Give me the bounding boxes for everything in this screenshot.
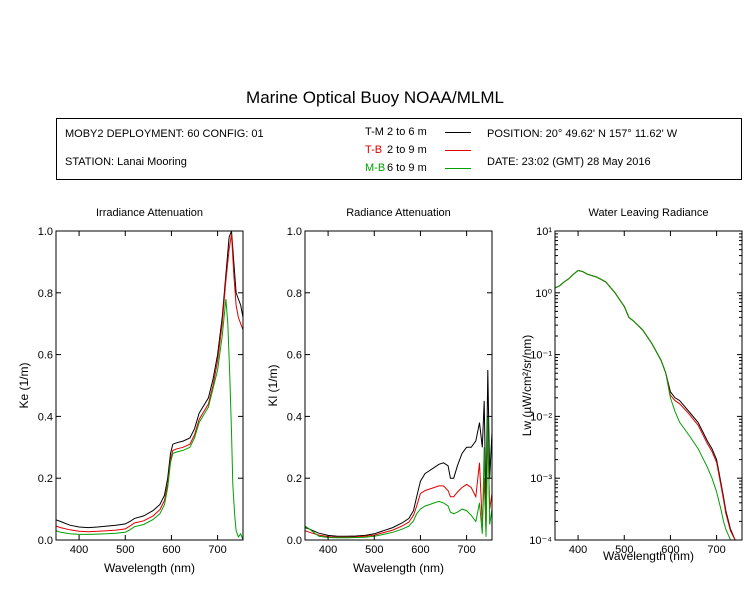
series-line-m-b — [56, 298, 243, 540]
chart-panel-2: 400 500 600 700 0.0 0.2 0.4 0.6 0.8 1.0 Radiance A… — [266, 207, 493, 575]
legend-entry-t-m: T-M 2 to 6 m — [365, 126, 471, 138]
y-axis-label: Kl (1/m) — [266, 364, 280, 406]
plot-frame — [55, 230, 244, 541]
plot-frame — [554, 230, 743, 541]
panel-title: Radiance Attenuation — [346, 207, 451, 219]
x-tick-label: 500 — [116, 544, 134, 556]
date-label: DATE: 23:02 (GMT) 28 May 2016 — [487, 156, 651, 168]
legend-range: 2 to 6 m — [387, 126, 427, 138]
x-axis-label: Wavelength (nm) — [104, 561, 195, 575]
chart-panel-1: 400 500 600 700 0.0 0.2 0.4 0.6 0.8 1.0 Irradiance… — [17, 207, 244, 575]
position-label: POSITION: 20° 49.62' N 157° 11.62' W — [487, 128, 678, 140]
x-tick-label: 600 — [661, 544, 679, 556]
series-line-t-b — [305, 431, 492, 538]
legend-line-swatch — [445, 149, 471, 151]
legend-line-swatch — [445, 167, 471, 169]
legend-id: T-B — [365, 144, 383, 156]
y-tick-label: 0.8 — [38, 288, 53, 300]
legend-id: M-B — [365, 162, 386, 174]
x-tick-label: 500 — [615, 544, 633, 556]
x-tick-label: 700 — [208, 544, 226, 556]
panel-title: Irradiance Attenuation — [96, 207, 203, 219]
x-tick-label: 400 — [70, 544, 88, 556]
series-line-t-b — [555, 269, 736, 540]
x-tick-label: 500 — [365, 544, 383, 556]
series-line-t-m — [555, 269, 736, 540]
y-tick-label: 0.0 — [287, 535, 302, 547]
y-tick-label: 0.8 — [287, 288, 302, 300]
y-tick-label: 0.4 — [38, 411, 53, 423]
station-label: STATION: Lanai Mooring — [65, 156, 187, 168]
y-tick-label: 0.2 — [38, 473, 53, 485]
chart-panel-3: 400 500 600 700 10¹ 10⁰ 10⁻¹ 10⁻² 10⁻³ 10⁻⁴ Water … — [520, 207, 743, 563]
y-axis-label: Ke (1/m) — [17, 362, 31, 408]
deployment-info-box: MOBY2 DEPLOYMENT: 60 CONFIG: 01 STATION:… — [56, 118, 742, 180]
y-tick-label: 0.0 — [38, 535, 53, 547]
series-line-t-b — [56, 234, 243, 533]
series-line-m-b — [555, 269, 736, 540]
y-tick-label: 10⁻¹ — [530, 350, 552, 362]
y-tick-label: 0.4 — [287, 411, 302, 423]
y-tick-label: 10⁰ — [535, 288, 552, 300]
legend-range: 6 to 9 m — [387, 162, 427, 174]
y-tick-label: 10⁻³ — [530, 473, 552, 485]
series-line-m-b — [305, 416, 492, 539]
y-axis-label: Lw (µW/cm²/sr/nm) — [520, 335, 534, 437]
panel-title: Water Leaving Radiance — [588, 207, 708, 219]
x-tick-label: 400 — [319, 544, 337, 556]
y-tick-label: 0.6 — [38, 350, 53, 362]
legend-entry-t-b: T-B 2 to 9 m — [365, 144, 471, 156]
y-tick-label: 10⁻² — [530, 411, 552, 423]
series-line-t-m — [56, 231, 243, 529]
y-tick-label: 1.0 — [287, 226, 302, 238]
legend-line-swatch — [445, 131, 471, 133]
deployment-label: MOBY2 DEPLOYMENT: 60 CONFIG: 01 — [65, 128, 264, 140]
series-line-t-m — [305, 369, 492, 537]
x-tick-label: 600 — [411, 544, 429, 556]
y-tick-label: 10⁻⁴ — [529, 535, 552, 547]
y-tick-label: 0.6 — [287, 350, 302, 362]
legend-id: T-M — [365, 126, 384, 138]
x-tick-label: 400 — [569, 544, 587, 556]
plot-frame — [304, 230, 493, 541]
x-axis-label: Wavelength (nm) — [603, 549, 694, 563]
x-axis-label: Wavelength (nm) — [353, 561, 444, 575]
y-tick-label: 10¹ — [536, 226, 552, 238]
y-tick-label: 1.0 — [38, 226, 53, 238]
x-tick-label: 600 — [162, 544, 180, 556]
legend-range: 2 to 9 m — [387, 144, 427, 156]
chart-title: Marine Optical Buoy NOAA/MLML — [246, 88, 504, 107]
x-tick-label: 700 — [457, 544, 475, 556]
x-tick-label: 700 — [707, 544, 725, 556]
y-tick-label: 0.2 — [287, 473, 302, 485]
legend-entry-m-b: M-B 6 to 9 m — [365, 162, 471, 174]
